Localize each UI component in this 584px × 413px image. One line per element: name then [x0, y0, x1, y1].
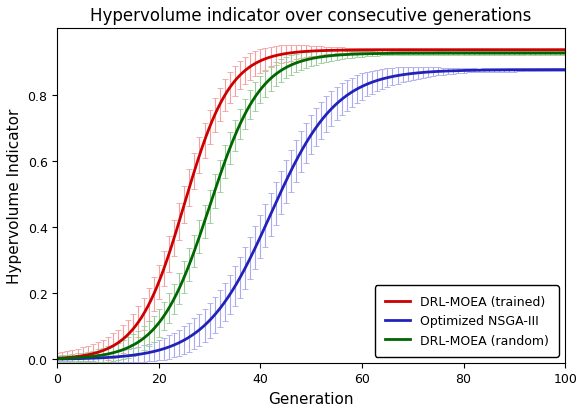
DRL-MOEA (trained)	[298, 50, 305, 55]
DRL-MOEA (trained)	[329, 49, 336, 54]
DRL-MOEA (random)	[295, 60, 302, 65]
Optimized NSGA-III	[295, 154, 302, 159]
Optimized NSGA-III	[54, 357, 61, 362]
DRL-MOEA (trained)	[295, 50, 302, 55]
Optimized NSGA-III	[329, 107, 336, 112]
DRL-MOEA (random)	[298, 59, 305, 64]
DRL-MOEA (trained)	[470, 48, 477, 53]
DRL-MOEA (random)	[550, 52, 557, 57]
DRL-MOEA (random)	[329, 54, 336, 59]
DRL-MOEA (random)	[54, 356, 61, 361]
DRL-MOEA (trained)	[356, 48, 363, 53]
DRL-MOEA (random)	[470, 52, 477, 57]
Line: Optimized NSGA-III: Optimized NSGA-III	[57, 71, 565, 359]
Optimized NSGA-III	[550, 68, 557, 73]
DRL-MOEA (random)	[356, 52, 363, 57]
Y-axis label: Hypervolume Indicator: Hypervolume Indicator	[7, 109, 22, 284]
DRL-MOEA (random)	[562, 52, 569, 57]
Line: DRL-MOEA (trained): DRL-MOEA (trained)	[57, 51, 565, 358]
Title: Hypervolume indicator over consecutive generations: Hypervolume indicator over consecutive g…	[91, 7, 532, 25]
Optimized NSGA-III	[356, 86, 363, 91]
Optimized NSGA-III	[562, 68, 569, 73]
DRL-MOEA (trained)	[562, 48, 569, 53]
Optimized NSGA-III	[298, 149, 305, 154]
DRL-MOEA (trained)	[54, 356, 61, 361]
X-axis label: Generation: Generation	[269, 391, 354, 406]
Line: DRL-MOEA (random): DRL-MOEA (random)	[57, 54, 565, 359]
Optimized NSGA-III	[470, 69, 477, 74]
DRL-MOEA (trained)	[550, 48, 557, 53]
Legend: DRL-MOEA (trained), Optimized NSGA-III, DRL-MOEA (random): DRL-MOEA (trained), Optimized NSGA-III, …	[375, 285, 559, 357]
